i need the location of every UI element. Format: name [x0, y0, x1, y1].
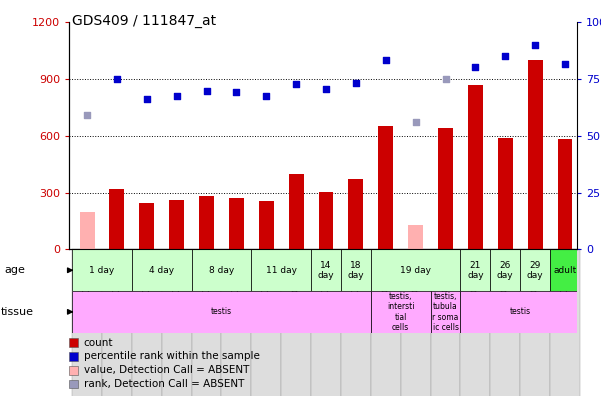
- Bar: [319, 192, 334, 249]
- Bar: [498, 137, 513, 249]
- Bar: [371, 249, 460, 291]
- Text: 29
day: 29 day: [527, 261, 543, 280]
- Bar: [490, 249, 520, 291]
- Bar: [281, 249, 311, 396]
- Bar: [251, 249, 281, 396]
- Point: [261, 93, 271, 99]
- Bar: [251, 249, 311, 291]
- Bar: [199, 196, 214, 249]
- Bar: [102, 249, 132, 396]
- Bar: [371, 249, 401, 396]
- Bar: [109, 189, 124, 249]
- Bar: [349, 179, 364, 249]
- Bar: [341, 249, 371, 396]
- Text: rank, Detection Call = ABSENT: rank, Detection Call = ABSENT: [84, 379, 244, 389]
- Bar: [229, 198, 244, 249]
- Point: [142, 95, 151, 102]
- Text: testis,
tubula
r soma
ic cells: testis, tubula r soma ic cells: [432, 292, 459, 332]
- Bar: [520, 249, 550, 291]
- Point: [351, 80, 361, 87]
- Text: testis: testis: [510, 307, 531, 316]
- Bar: [550, 249, 580, 396]
- Point: [560, 60, 570, 67]
- Bar: [460, 249, 490, 291]
- Text: testis,
intersti
tial
cells: testis, intersti tial cells: [387, 292, 415, 332]
- Bar: [259, 201, 273, 249]
- Text: age: age: [5, 265, 26, 275]
- Bar: [528, 60, 543, 249]
- Text: adult: adult: [554, 266, 576, 275]
- Point: [530, 41, 540, 48]
- Bar: [430, 291, 460, 333]
- Text: 8 day: 8 day: [209, 266, 234, 275]
- Bar: [72, 249, 102, 396]
- Text: 26
day: 26 day: [497, 261, 514, 280]
- Bar: [288, 173, 304, 249]
- Text: 19 day: 19 day: [400, 266, 431, 275]
- Text: 14
day: 14 day: [318, 261, 334, 280]
- Text: 1 day: 1 day: [90, 266, 115, 275]
- Bar: [408, 225, 423, 249]
- Bar: [132, 249, 192, 291]
- Bar: [341, 249, 371, 291]
- Bar: [550, 249, 580, 291]
- Text: 4 day: 4 day: [149, 266, 174, 275]
- Bar: [221, 249, 251, 396]
- Text: GDS409 / 111847_at: GDS409 / 111847_at: [72, 14, 216, 28]
- Text: 11 day: 11 day: [266, 266, 297, 275]
- Text: tissue: tissue: [1, 307, 34, 317]
- Point: [202, 88, 212, 94]
- Bar: [558, 139, 573, 249]
- Point: [381, 57, 391, 63]
- Point: [82, 112, 92, 118]
- Point: [471, 64, 480, 70]
- Text: testis: testis: [211, 307, 232, 316]
- Bar: [460, 249, 490, 396]
- Bar: [438, 128, 453, 249]
- Bar: [520, 249, 550, 396]
- Point: [291, 81, 301, 88]
- Bar: [139, 203, 154, 249]
- Bar: [79, 211, 94, 249]
- Bar: [72, 291, 371, 333]
- Bar: [371, 291, 430, 333]
- Text: value, Detection Call = ABSENT: value, Detection Call = ABSENT: [84, 365, 249, 375]
- Bar: [72, 249, 132, 291]
- Bar: [311, 249, 341, 291]
- Text: 21
day: 21 day: [467, 261, 484, 280]
- Bar: [132, 249, 162, 396]
- Bar: [311, 249, 341, 396]
- Bar: [460, 291, 580, 333]
- Bar: [192, 249, 221, 396]
- Bar: [430, 249, 460, 396]
- Text: count: count: [84, 337, 113, 348]
- Point: [321, 86, 331, 92]
- Point: [112, 76, 122, 82]
- Text: 18
day: 18 day: [347, 261, 364, 280]
- Bar: [169, 200, 184, 249]
- Bar: [378, 126, 393, 249]
- Point: [172, 93, 182, 99]
- Point: [501, 53, 510, 59]
- Bar: [162, 249, 192, 396]
- Bar: [401, 249, 430, 396]
- Bar: [490, 249, 520, 396]
- Bar: [192, 249, 251, 291]
- Text: percentile rank within the sample: percentile rank within the sample: [84, 351, 260, 362]
- Point: [231, 89, 241, 95]
- Bar: [468, 86, 483, 249]
- Point: [441, 76, 450, 82]
- Point: [411, 119, 421, 126]
